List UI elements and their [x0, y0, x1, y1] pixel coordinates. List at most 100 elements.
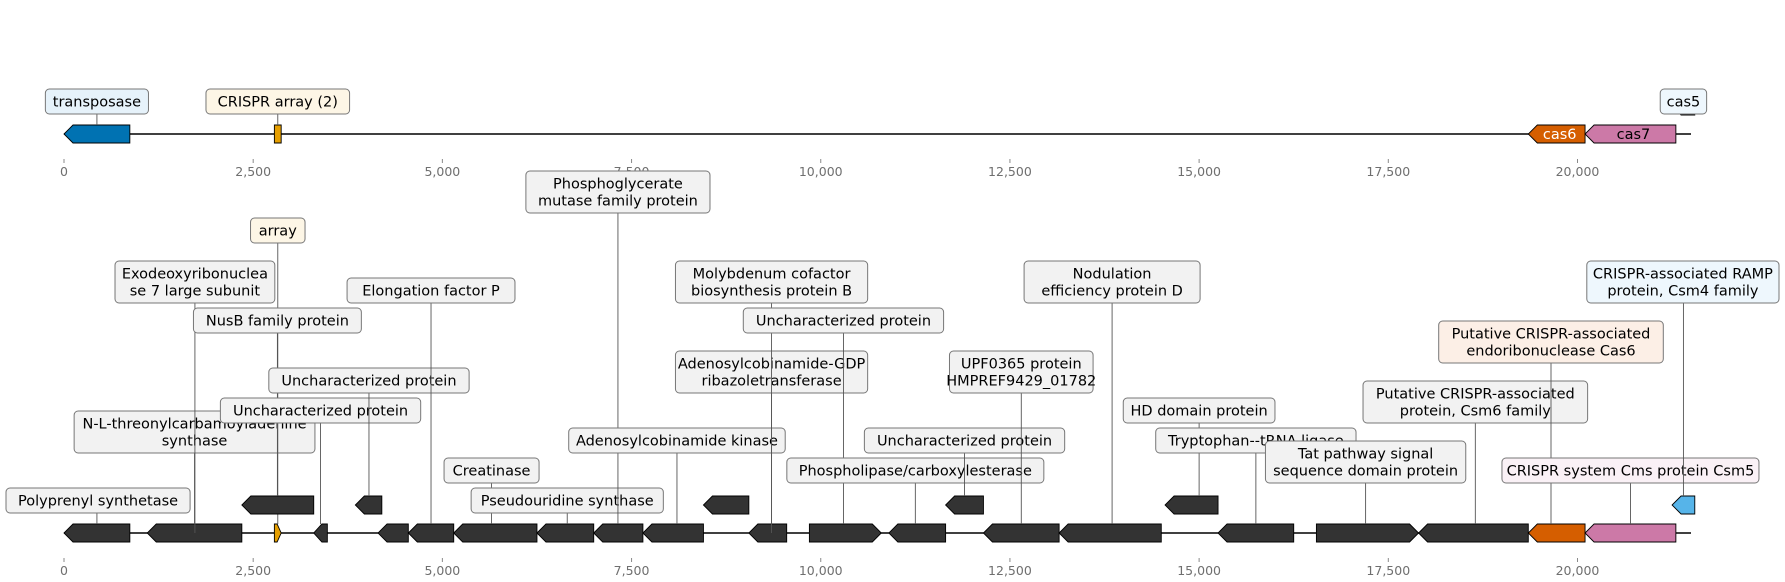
label-box [1586, 260, 1780, 304]
label-box [470, 487, 664, 514]
feature-cas5[interactable]: cas5 [1659, 88, 1708, 116]
gene-arrow[interactable] [808, 523, 882, 543]
feature-cas6[interactable]: cas6 [1527, 124, 1586, 144]
gene-arrow[interactable] [453, 523, 538, 543]
gene-arrow[interactable] [1417, 523, 1529, 543]
gene-label: NusB family protein [206, 314, 349, 330]
feature-adenosylcobinamide-kinase[interactable]: Adenosylcobinamide kinase [568, 427, 786, 543]
axis-tick-label: 0 [60, 164, 68, 179]
feature-phosphoglycerate-mutase[interactable]: Phosphoglycerate mutase family protein [525, 170, 711, 543]
label-box [1023, 260, 1201, 304]
gene-label: cas5 [1667, 95, 1701, 111]
feature-nusb[interactable]: NusB family protein [192, 307, 362, 515]
feature-exodeoxyribonuclease[interactable]: Exodeoxyribonuclea se 7 large subunit [114, 260, 276, 533]
gene-label: CRISPR system Cms protein Csm5 [1507, 464, 1755, 480]
gene-arrow[interactable] [1527, 124, 1586, 144]
label-box [268, 367, 470, 394]
gene-arrow[interactable] [63, 523, 131, 543]
label-box [1659, 88, 1708, 115]
feature-pseudouridine-synthase[interactable]: Pseudouridine synthase [470, 487, 664, 543]
label-box [219, 397, 422, 424]
axis-tick-label: 17,500 [1366, 563, 1410, 578]
gene-arrow[interactable] [1584, 523, 1677, 543]
feature-csm6[interactable]: Putative CRISPR-associated protein, Csm6 … [1362, 380, 1589, 543]
axis-tick-label: 20,000 [1556, 563, 1600, 578]
label-box [346, 277, 516, 304]
feature-cas5-bottom[interactable]: CRISPR-associated RAMP protein, Csm4 fami… [1586, 260, 1780, 515]
gene-arrow[interactable] [982, 523, 1060, 543]
label-box [114, 260, 276, 304]
gene-arrow[interactable] [748, 523, 788, 543]
label-box [1438, 320, 1664, 364]
gene-arrow[interactable] [888, 523, 947, 543]
gene-label: Phosphoglycerate mutase family protein [538, 177, 698, 210]
label-box [1122, 397, 1276, 424]
gene-label: transposase [53, 95, 141, 111]
feature-upf0365[interactable]: UPF0365 protein HMPREF9429_01782 [946, 350, 1096, 543]
label-box [1501, 457, 1760, 484]
gene-arrow[interactable] [1164, 495, 1219, 515]
feature-cas6-bottom[interactable]: Putative CRISPR-associated endoribonuclea… [1438, 320, 1664, 543]
feature-uncharacterized-d[interactable]: Uncharacterized protein [863, 427, 1066, 515]
gene-arrow[interactable] [377, 523, 409, 543]
gene-arrow[interactable] [241, 495, 315, 515]
feature-hd-domain[interactable]: HD domain protein [1122, 397, 1276, 515]
gene-inline-label: cas7 [1617, 127, 1651, 143]
feature-small-gene-3400[interactable]: Uncharacterized protein [219, 397, 422, 543]
feature-cas7-bottom[interactable]: CRISPR system Cms protein Csm5 [1501, 457, 1760, 543]
feature-uncharacterized-a[interactable]: Uncharacterized protein [268, 367, 470, 515]
axis-tick-label: 17,500 [1366, 164, 1410, 179]
gene-arrow[interactable] [1527, 523, 1586, 543]
label-box [44, 88, 149, 115]
feature-gene-4500[interactable] [377, 523, 409, 543]
gene-label: Creatinase [453, 464, 531, 480]
feature-cas7[interactable]: cas7 [1584, 124, 1677, 144]
label-box [205, 88, 351, 115]
gene-label: Putative CRISPR-associated protein, Csm6 … [1376, 387, 1575, 420]
gene-arrow[interactable] [63, 124, 131, 144]
axis-tick-label: 20,000 [1556, 164, 1600, 179]
gene-arrow[interactable] [354, 495, 383, 515]
gene-arrow[interactable] [536, 523, 595, 543]
feature-crispr-array[interactable]: CRISPR array (2) [205, 88, 351, 144]
gene-arrow[interactable] [1671, 495, 1696, 515]
feature-polyprenyl-synthetase[interactable]: Polyprenyl synthetase [5, 487, 191, 543]
gene-arrow[interactable] [1058, 523, 1162, 543]
feature-molybdenum-cofactor[interactable]: Molybdenum cofactor biosynthesis protein … [674, 260, 869, 533]
feature-uncharacterized-b[interactable] [702, 495, 750, 515]
gene-label: HD domain protein [1131, 404, 1268, 420]
label-box [568, 427, 786, 454]
gene-arrow[interactable] [593, 523, 644, 543]
gene-label: Uncharacterized protein [877, 434, 1052, 450]
gene-arrow[interactable] [273, 523, 282, 543]
axis-tick-label: 12,500 [988, 164, 1032, 179]
gene-arrow[interactable] [407, 523, 455, 543]
feature-elongation-factor-p[interactable]: Elongation factor P [346, 277, 516, 543]
gene-arrow[interactable] [702, 495, 750, 515]
label-box [443, 457, 540, 484]
gene-arrow[interactable] [1217, 523, 1295, 543]
gene-inline-label: cas6 [1543, 127, 1577, 143]
feature-phospholipase[interactable]: Phospholipase/carboxylesterase [786, 457, 1045, 543]
feature-tat-pathway[interactable]: Tat pathway signal sequence domain protei… [1264, 440, 1467, 543]
axis-tick-label: 0 [60, 563, 68, 578]
gene-arrow[interactable] [1584, 124, 1677, 144]
gene-label: Putative CRISPR-associated endoribonuclea… [1452, 327, 1651, 360]
axis-tick-label: 2,500 [235, 164, 271, 179]
feature-creatinase[interactable]: Creatinase [443, 457, 540, 543]
feature-transposase[interactable]: transposase [44, 88, 149, 144]
gene-arrow[interactable] [642, 523, 704, 543]
axis-tick-label: 12,500 [988, 563, 1032, 578]
axis-tick-label: 2,500 [235, 563, 271, 578]
feature-nodulation-efficiency[interactable]: Nodulation efficiency protein D [1023, 260, 1201, 543]
label-box [674, 260, 869, 304]
gene-arrow[interactable] [273, 124, 282, 144]
gene-label: Uncharacterized protein [233, 404, 408, 420]
gene-arrow[interactable] [944, 495, 984, 515]
gene-arrow[interactable] [313, 523, 328, 543]
feature-uncharacterized-c[interactable]: Uncharacterized protein [742, 307, 945, 543]
gene-label: Uncharacterized protein [756, 314, 931, 330]
gene-arrow[interactable] [1315, 523, 1420, 543]
gene-label: UPF0365 protein HMPREF9429_01782 [946, 357, 1096, 390]
